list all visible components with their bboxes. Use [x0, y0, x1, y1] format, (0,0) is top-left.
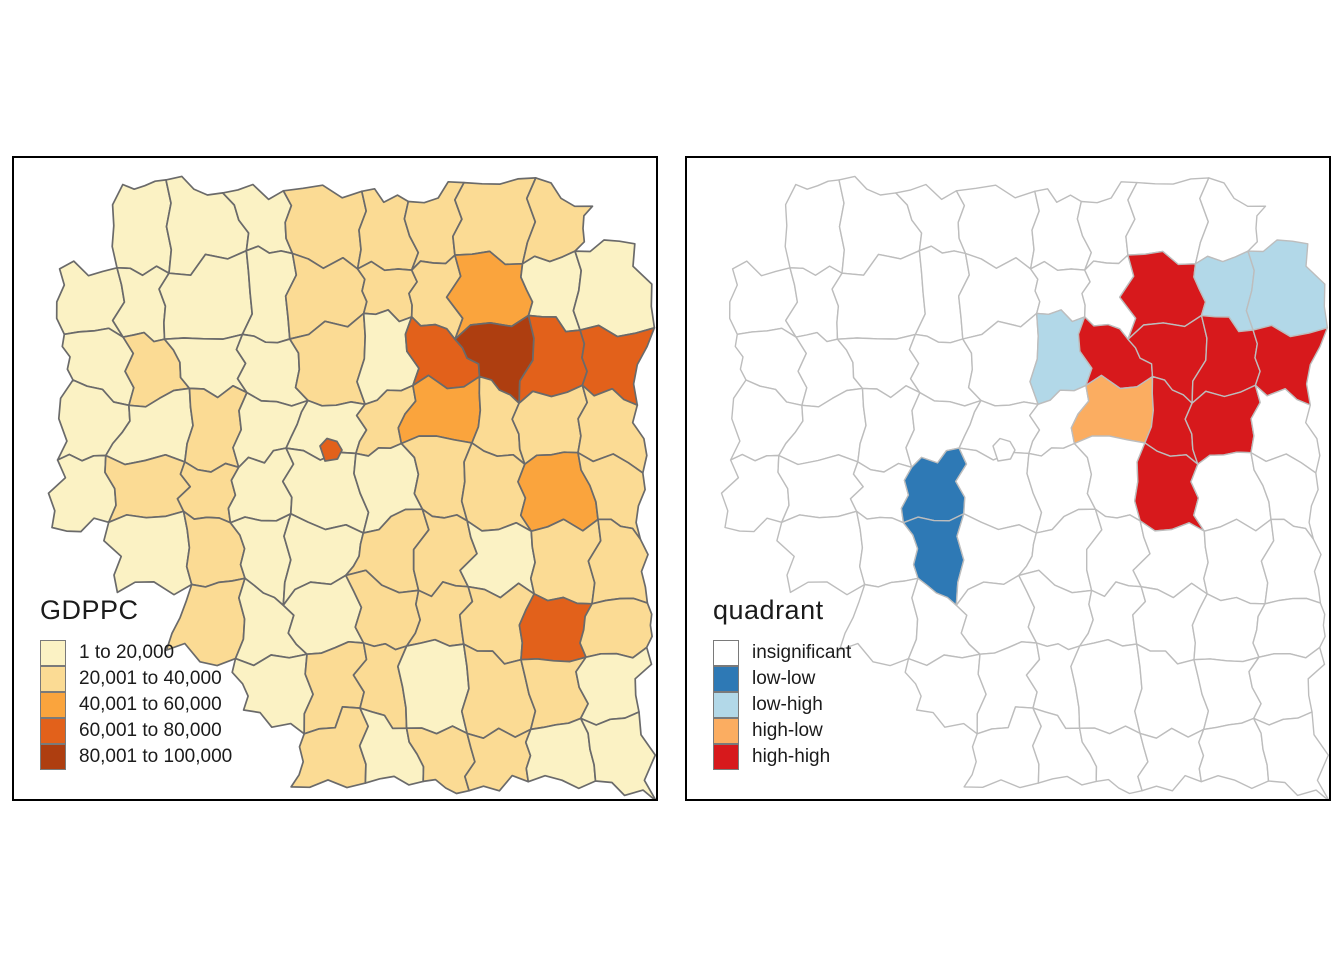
legend-item: 20,001 to 40,000 [40, 665, 232, 692]
legend-swatch [40, 717, 66, 744]
legend-item: 80,001 to 100,000 [40, 743, 233, 770]
legend-item: low-low [713, 665, 851, 692]
county-region [579, 711, 656, 799]
legend-item: high-low [713, 717, 851, 744]
legend-label: low-low [752, 667, 816, 689]
county-region-enclave [319, 437, 343, 462]
legend-swatch [713, 639, 739, 666]
county-region [579, 597, 653, 659]
legend-item: low-high [713, 691, 851, 718]
quadrant-lisa-map [720, 175, 1329, 799]
county-region [784, 179, 845, 276]
county-region [464, 727, 532, 792]
legend-label: high-low [752, 719, 823, 741]
quadrant-legend-rows: insignificant low-low low-high high-low high… [713, 639, 852, 770]
gdppc-legend-rows: 1 to 20,000 20,001 to 40,000 40,001 to 60,… [40, 639, 233, 770]
county-region [518, 593, 593, 663]
county-region [575, 646, 653, 726]
quadrant-map-panel: quadrant insignificant low-low low-high hig… [685, 156, 1331, 801]
legend-item: insignificant [713, 639, 852, 666]
county-region [776, 510, 866, 596]
legend-label: 20,001 to 40,000 [79, 667, 222, 689]
county-region [777, 454, 864, 523]
legend-swatch [40, 639, 66, 666]
county-region [452, 177, 537, 266]
legend-label: high-high [752, 745, 831, 767]
gdppc-legend-title: GDPPC [40, 595, 139, 625]
county-region-enclave [992, 437, 1016, 462]
legend-label: 80,001 to 100,000 [79, 745, 233, 767]
county-region [572, 239, 656, 338]
legend-item: high-high [713, 743, 851, 770]
gdppc-choropleth-map [47, 175, 656, 799]
legend-label: insignificant [752, 641, 852, 663]
county-region [231, 653, 314, 735]
county-region [1191, 593, 1266, 663]
legend-swatch [713, 743, 739, 770]
legend-swatch [713, 665, 739, 692]
gdppc-legend: GDPPC 1 to 20,000 20,001 to 40,000 40,001 … [40, 595, 233, 770]
county-region [1198, 717, 1270, 790]
county-region [1070, 639, 1143, 735]
gdppc-map-panel: GDPPC 1 to 20,000 20,001 to 40,000 40,001 … [12, 156, 658, 801]
county-region [1125, 177, 1210, 266]
county-region [1252, 597, 1326, 659]
legend-item: 60,001 to 80,000 [40, 717, 232, 744]
county-region [103, 510, 193, 596]
legend-swatch [713, 691, 739, 718]
legend-swatch [40, 665, 66, 692]
county-region [55, 260, 126, 338]
legend-item: 40,001 to 60,000 [40, 691, 232, 718]
county-region [729, 260, 799, 338]
county-region [1137, 727, 1205, 792]
legend-label: low-high [752, 693, 823, 715]
legend-label: 60,001 to 80,000 [79, 719, 222, 741]
quadrant-legend-title: quadrant [713, 595, 824, 625]
legend-label: 1 to 20,000 [79, 641, 175, 663]
county-region [111, 179, 173, 277]
county-region [1248, 646, 1326, 726]
county-region [397, 638, 470, 735]
legend-label: 40,001 to 60,000 [79, 693, 222, 715]
legend-swatch [40, 691, 66, 718]
county-region [1245, 239, 1329, 338]
county-region [904, 653, 987, 735]
legend-swatch [713, 717, 739, 744]
quadrant-legend: quadrant insignificant low-low low-high hig… [713, 595, 852, 770]
legend-swatch [40, 743, 66, 770]
county-region [1253, 711, 1329, 799]
legend-item: 1 to 20,000 [40, 639, 232, 666]
